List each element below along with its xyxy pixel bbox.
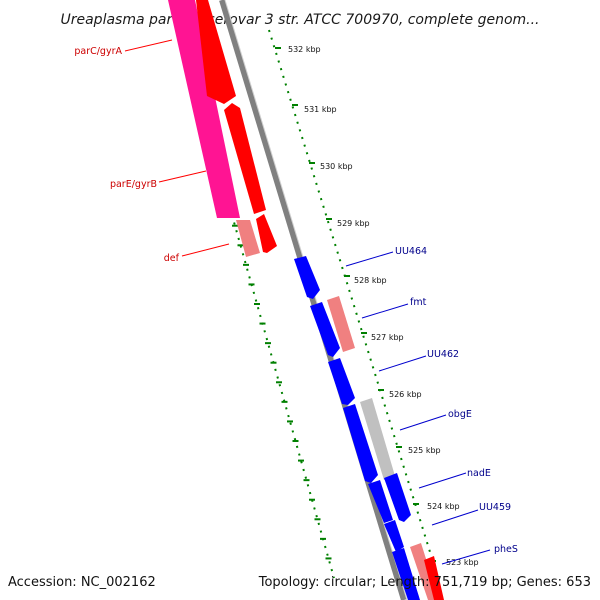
gene-label-pheS: pheS [494, 544, 518, 555]
ruler-tick-label: 527 kbp [371, 333, 404, 342]
accession-text: Accession: NC_002162 [8, 575, 156, 590]
gene-feature-parE-gyrB [224, 103, 266, 214]
ruler-tick-label: 524 kbp [427, 502, 460, 511]
ruler-tick-label: 528 kbp [354, 276, 387, 285]
gene-feature-def [256, 214, 277, 253]
cds-track-forward [168, 0, 240, 218]
label-connector [431, 509, 479, 526]
gene-feature-UU459-small [384, 520, 404, 552]
ruler-tick-label: 531 kbp [304, 105, 337, 114]
ruler-tick-label: 525 kbp [408, 446, 441, 455]
gene-label-fmt: fmt [410, 297, 427, 308]
gene-label-nadE: nadE [467, 468, 491, 479]
ruler-tick-label: 532 kbp [288, 45, 321, 54]
gene-label-UU462: UU462 [427, 349, 459, 360]
label-connector [345, 251, 394, 267]
gene-feature-pheS [392, 548, 420, 600]
label-connector [124, 39, 173, 52]
gene-feature-obgE-cds [360, 398, 395, 480]
label-connector [378, 355, 427, 372]
gene-label-def: def [164, 253, 180, 264]
ruler-tick-group: 532 kbp 531 kbp 530 kbp 529 kbp 528 kbp … [275, 45, 479, 567]
label-connector [158, 170, 207, 183]
gene-feature-fmt [310, 302, 340, 357]
gene-feature-obgE [343, 404, 378, 483]
gene-label-UU459: UU459 [479, 502, 511, 513]
gene-label-UU464: UU464 [395, 246, 427, 257]
ruler-tick-label: 526 kbp [389, 390, 422, 399]
gene-feature-UU464 [294, 256, 320, 299]
ruler-tick-label: 529 kbp [337, 219, 370, 228]
genome-info-text: Topology: circular; Length: 751,719 bp; … [258, 575, 591, 590]
label-connector [418, 472, 467, 489]
gene-feature-UU462 [328, 358, 355, 405]
gene-feature-nadE [368, 480, 393, 523]
gene-feature-fmt-cds [327, 296, 355, 352]
label-connector [181, 243, 230, 257]
label-connector [399, 414, 447, 431]
genome-backbone [219, 0, 407, 600]
ruler-tick-label: 530 kbp [320, 162, 353, 171]
gene-label-obgE: obgE [448, 409, 472, 420]
gene-feature-pheS-tail [424, 556, 444, 600]
map-title: Ureaplasma parvum serovar 3 str. ATCC 70… [60, 12, 539, 28]
label-connector [361, 303, 409, 319]
gene-label-parC-gyrA: parC/gyrA [74, 46, 122, 57]
gene-feature-UU459 [384, 473, 411, 522]
gene-label-parE-gyrB: parE/gyrB [110, 179, 157, 190]
gene-feature-def-cds [236, 220, 260, 257]
gene-feature-parC-gyrA [196, 0, 236, 104]
ruler-tick-label: 523 kbp [446, 558, 479, 567]
label-connector [441, 549, 491, 565]
